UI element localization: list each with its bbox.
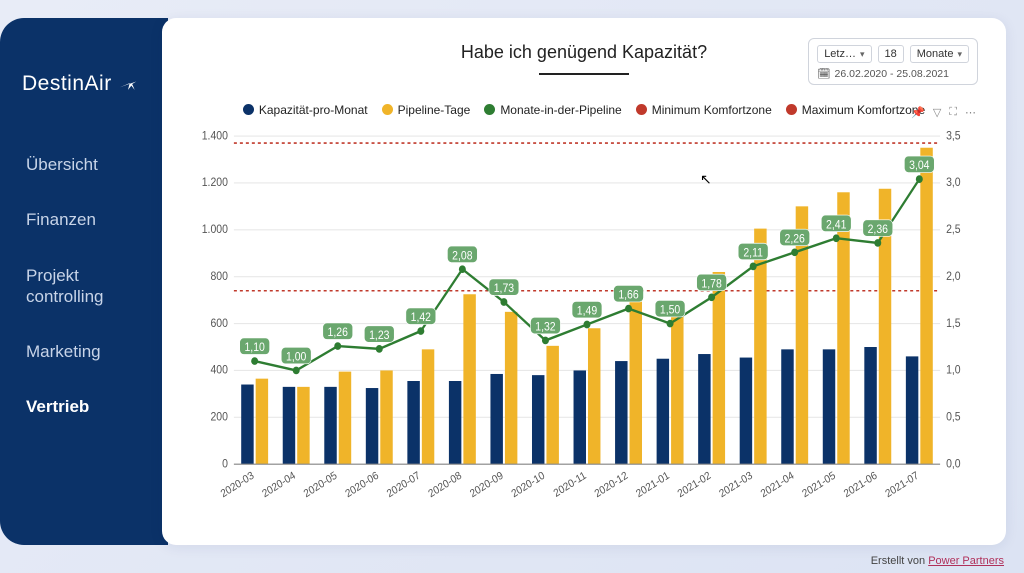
svg-text:3,5: 3,5 xyxy=(946,129,961,142)
svg-text:1,73: 1,73 xyxy=(494,282,514,295)
sidebar-nav: Übersicht Finanzen Projektcontrolling Marke… xyxy=(0,142,168,430)
svg-text:3,0: 3,0 xyxy=(946,176,961,189)
svg-text:200: 200 xyxy=(210,411,227,424)
svg-text:1.000: 1.000 xyxy=(202,223,228,236)
svg-text:1,78: 1,78 xyxy=(701,277,721,290)
svg-text:800: 800 xyxy=(210,270,227,283)
filter-count-input[interactable]: 18 xyxy=(878,45,904,63)
svg-text:1,00: 1,00 xyxy=(286,351,306,364)
calendar-icon: 🗓 xyxy=(817,67,830,80)
svg-text:2,41: 2,41 xyxy=(826,218,846,231)
footer-credit: Erstellt von Power Partners xyxy=(871,555,1004,567)
title-underline xyxy=(539,73,629,75)
svg-text:1,0: 1,0 xyxy=(946,364,961,377)
svg-text:2020-05: 2020-05 xyxy=(302,469,340,500)
legend-item: Pipeline-Tage xyxy=(382,103,471,117)
svg-text:3,04: 3,04 xyxy=(909,159,929,172)
airplane-icon xyxy=(118,74,138,94)
legend-swatch xyxy=(243,104,254,115)
sidebar-item-projekt-controlling[interactable]: Projektcontrolling xyxy=(26,253,168,320)
chevron-down-icon: ▾ xyxy=(860,49,865,60)
svg-text:2020-03: 2020-03 xyxy=(219,469,257,500)
date-filter: Letz…▾ 18 Monate▾ 🗓 26.02.2020 - 25.08.2… xyxy=(808,38,978,85)
svg-text:2021-07: 2021-07 xyxy=(883,469,921,500)
svg-text:2020-08: 2020-08 xyxy=(426,469,464,500)
svg-text:0,0: 0,0 xyxy=(946,458,961,471)
svg-text:2020-10: 2020-10 xyxy=(509,469,547,500)
svg-text:1,66: 1,66 xyxy=(618,289,638,302)
svg-text:400: 400 xyxy=(210,364,227,377)
svg-text:1,42: 1,42 xyxy=(411,311,431,324)
svg-text:2,26: 2,26 xyxy=(785,232,805,245)
sidebar-item-vertrieb[interactable]: Vertrieb xyxy=(26,384,168,429)
svg-text:600: 600 xyxy=(210,317,227,330)
legend-swatch xyxy=(786,104,797,115)
legend-item: Minimum Komfortzone xyxy=(636,103,772,117)
svg-text:1,32: 1,32 xyxy=(535,321,555,334)
sidebar-item-übersicht[interactable]: Übersicht xyxy=(26,142,168,187)
svg-text:1,5: 1,5 xyxy=(946,317,961,330)
svg-text:2020-06: 2020-06 xyxy=(343,469,381,500)
svg-text:0,5: 0,5 xyxy=(946,411,961,424)
svg-text:2,5: 2,5 xyxy=(946,223,961,236)
legend-item: Maximum Komfortzone xyxy=(786,103,925,117)
svg-text:2021-05: 2021-05 xyxy=(800,469,838,500)
svg-text:2020-11: 2020-11 xyxy=(552,469,589,500)
svg-text:1.200: 1.200 xyxy=(202,176,228,189)
svg-text:1,10: 1,10 xyxy=(244,341,264,354)
main-panel: Habe ich genügend Kapazität? Letz…▾ 18 M… xyxy=(162,18,1006,545)
brand: DestinAir xyxy=(0,72,168,142)
legend-item: Kapazität-pro-Monat xyxy=(243,103,368,117)
svg-text:1,23: 1,23 xyxy=(369,329,389,342)
svg-text:2,36: 2,36 xyxy=(868,223,888,236)
filter-icon[interactable]: ▽ xyxy=(933,106,941,119)
legend-swatch xyxy=(484,104,495,115)
visual-toolbar: 📌 ▽ ⛶ ⋯ xyxy=(911,106,976,119)
svg-text:1,26: 1,26 xyxy=(328,326,348,339)
more-icon[interactable]: ⋯ xyxy=(965,106,976,119)
svg-text:2021-01: 2021-01 xyxy=(634,469,672,500)
svg-text:2,08: 2,08 xyxy=(452,249,472,262)
svg-text:2020-09: 2020-09 xyxy=(468,469,506,500)
focus-icon[interactable]: ⛶ xyxy=(949,106,957,119)
pin-icon[interactable]: 📌 xyxy=(911,106,925,119)
sidebar-item-finanzen[interactable]: Finanzen xyxy=(26,197,168,242)
legend-swatch xyxy=(382,104,393,115)
sidebar-item-marketing[interactable]: Marketing xyxy=(26,329,168,374)
sidebar: DestinAir Übersicht Finanzen Projektcontro… xyxy=(0,18,168,545)
date-range-display: 🗓 26.02.2020 - 25.08.2021 xyxy=(817,67,969,80)
legend-swatch xyxy=(636,104,647,115)
brand-name: DestinAir xyxy=(22,72,112,96)
svg-text:2,0: 2,0 xyxy=(946,270,961,283)
svg-text:2021-04: 2021-04 xyxy=(759,469,797,500)
svg-text:2020-12: 2020-12 xyxy=(593,469,631,500)
chevron-down-icon: ▾ xyxy=(957,49,962,60)
svg-text:2021-02: 2021-02 xyxy=(676,469,714,500)
capacity-chart: 0 200 400 600 800 1.000 1.200 1.400 0,0 0,5 1,0 1,5… xyxy=(190,125,978,522)
svg-text:2021-03: 2021-03 xyxy=(717,469,755,500)
svg-text:0: 0 xyxy=(222,458,228,471)
svg-text:1.400: 1.400 xyxy=(202,129,228,142)
svg-text:2020-04: 2020-04 xyxy=(260,469,298,500)
chart-legend: Kapazität-pro-Monat Pipeline-Tage Monate-i… xyxy=(190,103,978,117)
filter-preset-dropdown[interactable]: Letz…▾ xyxy=(817,45,871,63)
svg-text:1,49: 1,49 xyxy=(577,305,597,318)
footer-link[interactable]: Power Partners xyxy=(928,555,1004,567)
svg-text:1,50: 1,50 xyxy=(660,304,680,317)
svg-text:2020-07: 2020-07 xyxy=(385,469,423,500)
filter-unit-dropdown[interactable]: Monate▾ xyxy=(910,45,969,63)
legend-item: Monate-in-der-Pipeline xyxy=(484,103,621,117)
chart-area: 0 200 400 600 800 1.000 1.200 1.400 0,0 0,5 1,0 1,5… xyxy=(190,125,978,522)
svg-text:2021-06: 2021-06 xyxy=(842,469,880,500)
svg-text:2,11: 2,11 xyxy=(743,247,763,260)
